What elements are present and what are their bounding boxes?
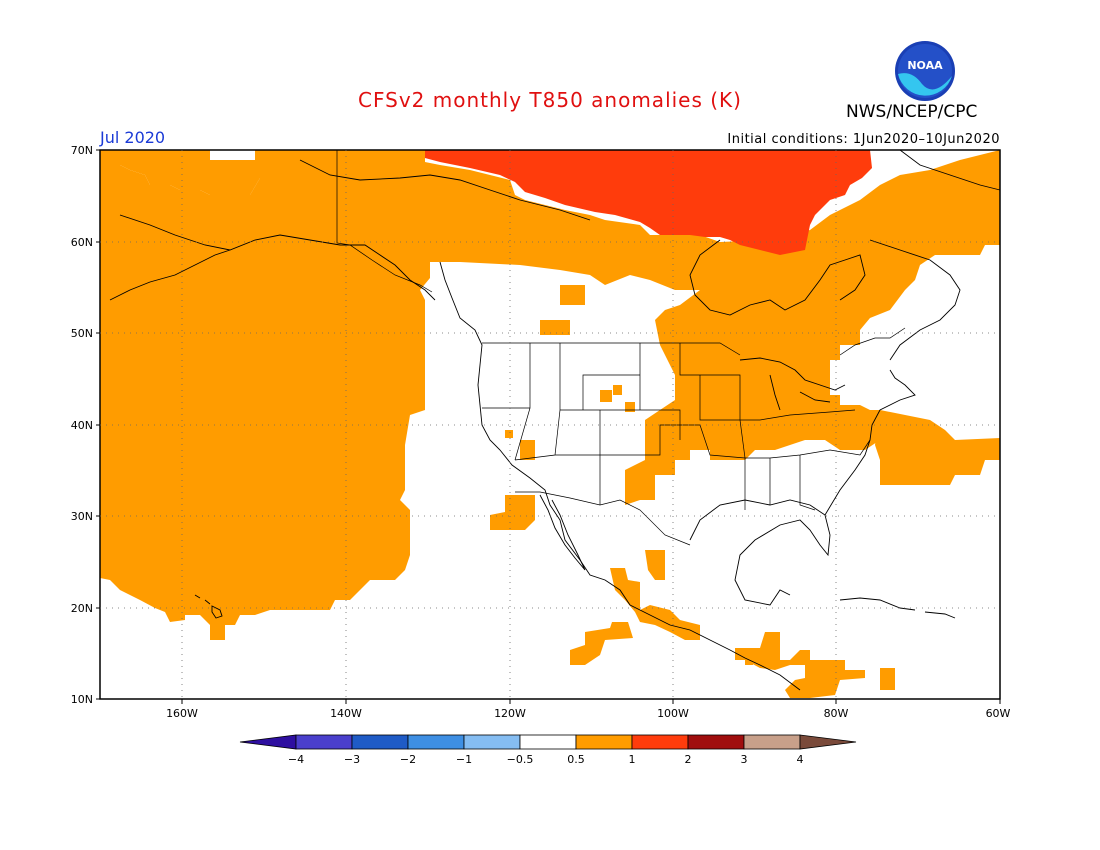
legend-tick-label: 3 bbox=[741, 753, 748, 766]
legend-swatch bbox=[463, 734, 521, 750]
anomaly-region-blob-8 bbox=[490, 495, 535, 530]
anomaly-region-atlantic bbox=[875, 410, 1000, 485]
hudson-bay bbox=[689, 239, 866, 316]
legend-tick-label: −3 bbox=[344, 753, 360, 766]
org-label: NWS/NCEP/CPC bbox=[846, 102, 978, 122]
anomaly-region-main bbox=[100, 150, 1000, 640]
alaska-coast bbox=[119, 214, 436, 301]
lon-label: 120W bbox=[494, 707, 526, 720]
anomaly-region-blob-7 bbox=[520, 440, 535, 460]
legend-tick-label: 0.5 bbox=[567, 753, 585, 766]
lon-label: 100W bbox=[657, 707, 689, 720]
legend-swatch bbox=[239, 734, 297, 750]
lat-label: 10N bbox=[71, 693, 93, 706]
anomaly-region-blob-11 bbox=[570, 622, 633, 665]
legend-tick-label: 2 bbox=[685, 753, 692, 766]
anomaly-region-blob-5 bbox=[625, 402, 635, 412]
lat-label: 40N bbox=[71, 419, 93, 432]
anomaly-region-blob-13 bbox=[785, 660, 865, 698]
legend-swatch bbox=[799, 734, 857, 750]
anomaly-region-blob-15 bbox=[745, 658, 753, 665]
axis-ticks bbox=[96, 149, 1001, 704]
legend-swatch bbox=[351, 734, 409, 750]
forecast-month: Jul 2020 bbox=[100, 128, 166, 147]
political-boundaries bbox=[336, 150, 906, 546]
anomaly-region-blob-4 bbox=[613, 385, 622, 395]
great-lakes bbox=[739, 357, 846, 411]
legend-tick-label: 1 bbox=[629, 753, 636, 766]
legend-swatch bbox=[687, 734, 745, 750]
lon-label: 80W bbox=[824, 707, 849, 720]
lat-label: 60N bbox=[71, 236, 93, 249]
anomaly-region-blob-10 bbox=[610, 568, 700, 640]
lon-label: 160W bbox=[166, 707, 198, 720]
anomaly-region-blob-1 bbox=[540, 320, 570, 335]
map-title: CFSv2 monthly T850 anomalies (K) bbox=[358, 88, 742, 112]
lon-label: 140W bbox=[330, 707, 362, 720]
svg-text:NOAA: NOAA bbox=[907, 59, 943, 72]
hispaniola bbox=[924, 611, 956, 619]
legend-swatch bbox=[407, 734, 465, 750]
anomaly-region-blob-14 bbox=[880, 668, 895, 690]
coastlines bbox=[109, 149, 1001, 691]
west-coast bbox=[439, 261, 801, 691]
anomaly-region-blob-3 bbox=[600, 390, 612, 402]
baja-coast bbox=[539, 494, 586, 571]
initial-conditions: Initial conditions: 1Jun2020–10Jun2020 bbox=[727, 132, 1000, 147]
cuba bbox=[839, 597, 916, 611]
legend-swatch bbox=[575, 734, 633, 750]
lat-label: 20N bbox=[71, 602, 93, 615]
legend-tick-label: −1 bbox=[456, 753, 472, 766]
legend-tick-label: −4 bbox=[288, 753, 304, 766]
legend-swatch bbox=[295, 734, 353, 750]
anomaly-region-blob-6 bbox=[505, 430, 513, 438]
noaa-logo: NOAA bbox=[895, 41, 955, 101]
legend-tick-label: −2 bbox=[400, 753, 416, 766]
hawaii bbox=[194, 594, 223, 619]
color-legend: −4 −3 −2 −1 −0.5 0.5 1 2 3 4 bbox=[239, 734, 857, 766]
lat-label: 50N bbox=[71, 327, 93, 340]
anomaly-region-strong bbox=[425, 150, 872, 255]
anomaly-region-blob-2 bbox=[560, 285, 585, 305]
lon-label: 60W bbox=[986, 707, 1011, 720]
anomaly-region-blob-12 bbox=[735, 632, 810, 670]
anomaly-regions bbox=[100, 150, 1000, 698]
east-coast bbox=[824, 369, 916, 516]
anomaly-region-blob-9 bbox=[645, 550, 665, 580]
legend-tick-label: 4 bbox=[797, 753, 804, 766]
legend-swatch bbox=[631, 734, 689, 750]
lat-label: 30N bbox=[71, 510, 93, 523]
gulf-coast bbox=[689, 499, 831, 606]
lat-label: 70N bbox=[71, 144, 93, 157]
greenland-coast bbox=[899, 149, 1001, 191]
alaska-peninsula bbox=[109, 249, 231, 301]
legend-swatch bbox=[743, 734, 801, 750]
anomaly-region-pacific-north bbox=[100, 150, 300, 195]
gridlines bbox=[100, 150, 1000, 699]
legend-swatch bbox=[519, 734, 577, 750]
legend-tick-label: −0.5 bbox=[507, 753, 534, 766]
arctic-coast bbox=[299, 159, 591, 221]
labrador-coast bbox=[869, 239, 961, 361]
